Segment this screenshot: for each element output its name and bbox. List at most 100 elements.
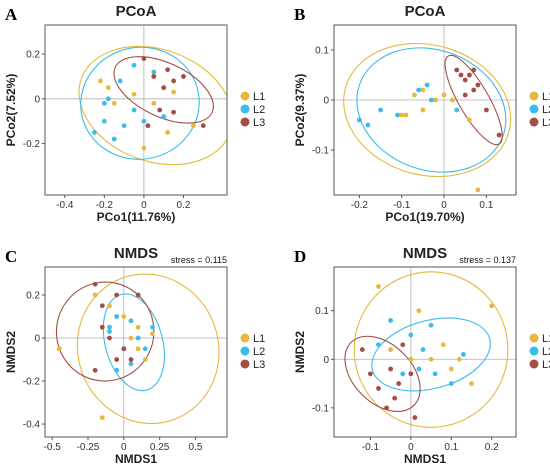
- chart-title: PCoA: [405, 3, 446, 20]
- point-l3: [99, 303, 105, 309]
- ellipse-l1: [76, 273, 220, 425]
- x-tick-label: 0: [441, 200, 447, 211]
- point-l3: [92, 367, 98, 373]
- point-l2: [378, 107, 383, 113]
- panel-letter: C: [5, 247, 17, 266]
- point-l2: [117, 78, 123, 84]
- ellipse-l2: [102, 293, 165, 392]
- panel-letter: A: [5, 5, 18, 24]
- ellipse-l1: [343, 42, 512, 178]
- point-l3: [359, 347, 365, 352]
- point-l3: [114, 357, 120, 362]
- point-l3: [376, 386, 381, 391]
- ellipse-l1: [353, 271, 509, 428]
- x-tick-label: 0.25: [150, 442, 170, 453]
- legend-label: L3: [253, 117, 265, 129]
- x-tick-label: 0.2: [177, 200, 191, 211]
- point-l3: [107, 335, 112, 341]
- point-l2: [121, 123, 127, 129]
- point-l1: [450, 97, 455, 103]
- legend-label: L1: [542, 333, 550, 345]
- point-l2: [131, 107, 137, 113]
- point-l3: [467, 72, 472, 78]
- x-tick-label: 0.2: [485, 442, 499, 453]
- y-axis-label: PCo2(9.37%): [293, 74, 307, 147]
- legend-marker-l2: [240, 104, 250, 114]
- point-l1: [408, 356, 414, 362]
- point-l1: [376, 284, 381, 289]
- legend-label: L2: [542, 346, 550, 358]
- point-l3: [388, 366, 394, 372]
- ellipse-l2: [356, 47, 507, 173]
- plot-frame: [44, 24, 228, 196]
- point-l3: [128, 357, 134, 362]
- legend-marker-l3: [240, 117, 250, 127]
- legend-marker-l2: [240, 346, 250, 356]
- point-l2: [356, 117, 362, 123]
- legend-marker-l3: [529, 117, 539, 127]
- legend-marker-l2: [529, 346, 539, 356]
- y-tick-label: 0.1: [315, 306, 329, 317]
- y-tick-label: 0.2: [26, 50, 40, 61]
- point-l2: [142, 346, 148, 352]
- point-l2: [128, 361, 134, 367]
- y-tick-label: -0.2: [23, 139, 41, 150]
- point-l3: [408, 371, 414, 377]
- point-l3: [121, 346, 127, 352]
- x-tick-label: -0.4: [56, 200, 74, 211]
- y-tick-label: 0: [323, 355, 329, 366]
- point-l1: [151, 100, 157, 106]
- point-l1: [420, 87, 426, 93]
- point-l2: [114, 314, 120, 319]
- x-tick-label: 0: [408, 442, 414, 453]
- y-tick-label: 0: [323, 96, 329, 107]
- point-l3: [496, 132, 502, 138]
- x-tick-label: -0.2: [351, 200, 369, 211]
- point-l1: [142, 357, 148, 362]
- point-l3: [161, 85, 167, 91]
- panel-c: C NMDS stress = 0.115 -0.5 -0.25 0 0.25 0.5 -0.4…: [4, 245, 265, 464]
- x-axis-label: NMDS1: [404, 452, 446, 464]
- legend-marker-l1: [240, 91, 250, 101]
- stress-label: stress = 0.115: [171, 255, 227, 265]
- point-l1: [150, 331, 155, 337]
- point-l1: [441, 92, 447, 98]
- point-l1: [128, 335, 134, 341]
- ellipse-l3: [55, 281, 155, 382]
- point-l1: [135, 324, 141, 330]
- legend-marker-l3: [529, 359, 539, 369]
- point-l1: [433, 97, 438, 103]
- point-l1: [92, 292, 98, 298]
- point-l2: [101, 118, 107, 124]
- point-l2: [416, 366, 422, 372]
- panel-letter: D: [294, 247, 306, 266]
- point-l2: [448, 381, 454, 386]
- point-l1: [475, 187, 481, 193]
- y-tick-label: 0.1: [315, 46, 329, 57]
- point-l2: [150, 324, 155, 330]
- x-tick-label: 0.1: [479, 200, 493, 211]
- legend-marker-l2: [529, 104, 539, 114]
- x-tick-label: 0.5: [189, 442, 203, 453]
- point-l2: [424, 82, 430, 88]
- point-l1: [121, 314, 127, 319]
- point-l1: [416, 308, 422, 314]
- point-l2: [395, 112, 400, 118]
- point-l2: [420, 347, 426, 352]
- point-l3: [165, 67, 171, 73]
- legend-marker-l3: [240, 359, 250, 369]
- legend-marker-l1: [529, 91, 539, 101]
- stress-label: stress = 0.137: [459, 255, 516, 265]
- y-tick-label: -0.2: [23, 377, 41, 388]
- point-l3: [114, 292, 120, 298]
- point-l2: [454, 107, 460, 113]
- point-l3: [396, 381, 402, 386]
- x-tick-label: -0.25: [77, 442, 100, 453]
- point-l1: [440, 342, 446, 348]
- ellipse-l2: [371, 317, 491, 392]
- point-l3: [392, 395, 398, 401]
- legend-label: L3: [542, 359, 550, 371]
- point-l3: [135, 292, 141, 298]
